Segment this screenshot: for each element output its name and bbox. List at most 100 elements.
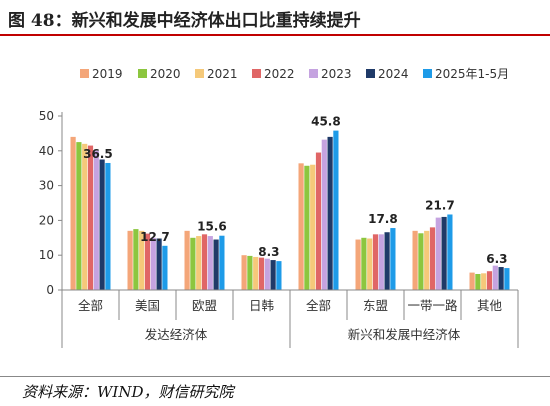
x-category-label: 一带一路 xyxy=(407,298,458,313)
bar-东盟-2023 xyxy=(378,234,384,290)
bar-全部-2024 xyxy=(327,136,333,290)
bar-东盟-2025年1-5月 xyxy=(390,228,396,290)
bar-全部-2024 xyxy=(99,159,105,290)
legend-label-2021: 2021 xyxy=(207,67,238,81)
legend-label-2024: 2024 xyxy=(378,67,409,81)
y-tick-label: 50 xyxy=(39,109,54,123)
legend-swatch-2023 xyxy=(309,69,318,78)
bar-日韩-2023 xyxy=(264,258,270,290)
data-label: 36.5 xyxy=(83,147,113,161)
data-label: 15.6 xyxy=(197,220,227,234)
legend-label-2023: 2023 xyxy=(321,67,352,81)
legend-swatch-2020 xyxy=(138,69,147,78)
bar-一带一路-2020 xyxy=(418,233,424,290)
y-tick-label: 10 xyxy=(39,248,54,262)
y-axis: 0 10 20 30 40 50 xyxy=(39,109,63,297)
bar-美国-2021 xyxy=(139,230,145,290)
legend-label-2019: 2019 xyxy=(92,67,123,81)
bar-日韩-2022 xyxy=(258,257,265,290)
x-category-label: 其他 xyxy=(477,298,503,313)
bar-全部-2023 xyxy=(321,139,327,290)
bar-其他-2020 xyxy=(475,273,481,290)
bar-欧盟-2019 xyxy=(184,230,190,290)
bar-东盟-2024 xyxy=(384,232,390,290)
bars xyxy=(70,130,510,290)
bar-全部-2022 xyxy=(87,145,94,290)
bottom-rule xyxy=(0,376,550,377)
bar-一带一路-2025年1-5月 xyxy=(447,214,453,290)
bar-其他-2019 xyxy=(469,272,475,290)
bar-欧盟-2023 xyxy=(207,236,213,290)
legend-swatch-2024 xyxy=(366,69,375,78)
legend-swatch-2021 xyxy=(195,69,204,78)
bar-东盟-2021 xyxy=(367,238,373,290)
data-label: 45.8 xyxy=(311,115,341,129)
legend-swatch-2022 xyxy=(252,69,261,78)
bar-日韩-2020 xyxy=(247,255,253,290)
bar-日韩-2019 xyxy=(241,255,247,290)
legend-swatch-2019 xyxy=(80,69,89,78)
bar-美国-2019 xyxy=(127,230,133,290)
y-tick-label: 30 xyxy=(39,179,54,193)
bar-全部-2025年1-5月 xyxy=(105,162,111,290)
bar-东盟-2020 xyxy=(361,237,367,290)
bar-日韩-2025年1-5月 xyxy=(276,261,282,290)
x-category-label: 全部 xyxy=(306,298,331,313)
bar-全部-2020 xyxy=(304,165,310,290)
bar-欧盟-2024 xyxy=(213,239,219,290)
bar-欧盟-2020 xyxy=(190,237,196,290)
bar-其他-2025年1-5月 xyxy=(504,268,510,290)
bar-美国-2022 xyxy=(144,233,151,290)
data-label: 17.8 xyxy=(368,212,398,226)
bar-美国-2025年1-5月 xyxy=(162,245,168,290)
data-label: 12.7 xyxy=(140,230,170,244)
bar-日韩-2024 xyxy=(270,260,276,290)
bar-美国-2023 xyxy=(150,237,156,290)
data-label: 6.3 xyxy=(486,252,507,266)
legend: 2019 2020 2021 2022 2023 2024 2025年1-5月 xyxy=(80,67,509,81)
bar-欧盟-2025年1-5月 xyxy=(219,235,225,290)
bar-美国-2024 xyxy=(156,238,162,290)
legend-swatch-2025年1-5月 xyxy=(423,69,432,78)
bar-全部-2019 xyxy=(70,136,76,290)
bar-欧盟-2022 xyxy=(201,234,208,290)
bar-其他-2024 xyxy=(498,267,504,290)
bar-一带一路-2022 xyxy=(429,227,436,290)
y-tick-label: 40 xyxy=(39,144,54,158)
chart: 2019 2020 2021 2022 2023 2024 2025年1-5月 0 10 20 3… xyxy=(39,67,519,348)
title-rule xyxy=(0,34,550,36)
bar-全部-2020 xyxy=(76,142,82,290)
x-category-label: 东盟 xyxy=(363,298,388,313)
bar-一带一路-2024 xyxy=(441,216,447,290)
legend-label-2022: 2022 xyxy=(264,67,295,81)
bar-东盟-2022 xyxy=(372,234,379,290)
figure-title: 图 48：新兴和发展中经济体出口比重持续提升 xyxy=(8,11,361,31)
y-tick-label: 0 xyxy=(46,283,54,297)
bar-一带一路-2023 xyxy=(435,217,441,290)
x-category-label: 日韩 xyxy=(249,298,274,313)
bar-欧盟-2021 xyxy=(196,236,202,290)
bar-其他-2022 xyxy=(486,271,493,290)
x-group-label: 新兴和发展中经济体 xyxy=(348,327,461,342)
data-label: 21.7 xyxy=(425,198,455,212)
bar-全部-2021 xyxy=(82,143,88,290)
source-note: 资料来源：WIND，财信研究院 xyxy=(22,383,234,401)
bar-美国-2020 xyxy=(133,229,139,290)
x-category-label: 美国 xyxy=(135,298,160,313)
bar-其他-2021 xyxy=(481,273,487,290)
bar-日韩-2021 xyxy=(253,256,259,290)
bar-东盟-2019 xyxy=(355,239,361,290)
bar-全部-2025年1-5月 xyxy=(333,130,339,290)
y-tick-label: 20 xyxy=(39,213,54,227)
bar-全部-2023 xyxy=(93,150,99,290)
bar-一带一路-2019 xyxy=(412,230,418,290)
bar-全部-2021 xyxy=(310,164,316,290)
bar-全部-2019 xyxy=(298,163,304,290)
x-category-label: 全部 xyxy=(78,298,103,313)
data-labels: 36.5 12.7 15.6 8.3 45.8 17.8 21.7 6.3 xyxy=(83,115,507,266)
x-category-label: 欧盟 xyxy=(192,298,217,313)
bar-其他-2023 xyxy=(492,265,498,290)
legend-label-2025年1-5月: 2025年1-5月 xyxy=(435,67,509,81)
bar-一带一路-2021 xyxy=(424,230,430,290)
